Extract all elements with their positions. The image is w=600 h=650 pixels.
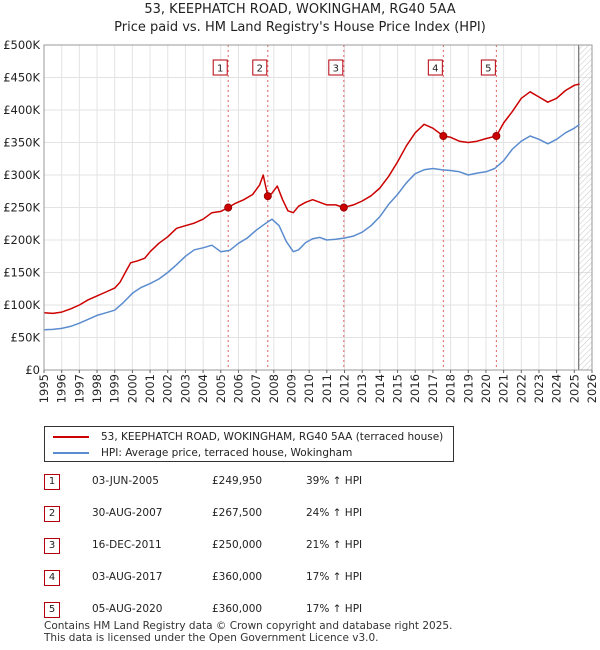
sale-badge: 3 [44,538,60,554]
sale-point [339,203,348,212]
sale-price: £360,000 [212,603,263,615]
sale-price: £360,000 [212,571,263,583]
x-tick-label: 2003 [178,374,192,403]
y-tick-label: £250K [3,201,40,215]
x-tick-label: 2008 [267,374,281,403]
sale-label-box [427,59,443,76]
x-tick-label: 1997 [72,374,86,403]
y-tick-label: £100K [3,298,40,312]
legend-item-hpi: HPI: Average price, terraced house, Woki… [53,445,352,461]
x-tick-label: 2017 [426,374,440,403]
x-tick-label: 2016 [408,374,422,403]
x-tick-label: 2023 [532,374,546,403]
legend-swatch-hpi [53,452,89,454]
sale-label: 5 [485,64,491,75]
x-tick-label: 1996 [55,374,69,403]
x-tick-label: 2014 [373,374,387,403]
y-tick-label: £50K [11,331,41,345]
y-tick-label: £450K [3,71,40,85]
sale-badge: 1 [44,474,60,490]
y-tick-label: £350K [3,136,40,150]
sale-badge: 2 [44,506,60,522]
legend-label-hpi: HPI: Average price, terraced house, Woki… [101,447,353,459]
x-tick-label: 2009 [284,374,298,403]
x-tick-label: 2019 [461,374,475,403]
sale-label: 1 [217,64,223,75]
sale-hpi: 39% ↑ HPI [306,475,363,487]
sale-price: £250,000 [212,539,263,551]
sale-price: £267,500 [212,507,263,519]
sale-label: 4 [432,64,438,75]
sale-badge: 5 [44,602,60,618]
y-tick-label: £0 [25,363,40,377]
y-tick-label: £150K [3,266,40,280]
footer-copyright: Contains HM Land Registry data © Crown c… [44,620,453,632]
sale-label: 3 [333,64,339,75]
footer: Contains HM Land Registry data © Crown c… [44,620,452,644]
sale-date: 05-AUG-2020 [92,603,163,615]
x-tick-label: 2011 [320,374,334,403]
sale-hpi: 24% ↑ HPI [306,507,363,519]
legend-item-property: 53, KEEPHATCH ROAD, WOKINGHAM, RG40 5AA … [53,429,443,445]
x-tick-label: 2000 [125,374,139,403]
x-tick-label: 1999 [108,374,122,403]
sale-point [224,203,233,212]
x-tick-label: 2022 [514,374,528,403]
legend-swatch-property [53,436,89,438]
x-tick-label: 2015 [391,374,405,403]
y-tick-label: £400K [3,103,40,117]
x-tick-label: 2013 [355,374,369,403]
footer-licence: This data is licensed under the Open Gov… [44,632,379,644]
x-tick-label: 2020 [479,374,493,403]
property-series-line [43,83,580,315]
sale-label-box [212,59,228,76]
x-tick-label: 2006 [231,374,245,403]
x-tick-label: 2021 [497,374,511,403]
x-tick-label: 2002 [161,374,175,403]
legend: 53, KEEPHATCH ROAD, WOKINGHAM, RG40 5AA … [44,426,454,462]
sale-label-box [328,59,344,76]
x-tick-label: 1995 [37,374,51,403]
x-tick-label: 2012 [338,374,352,403]
x-tick-label: 2010 [302,374,316,403]
sale-price: £249,950 [212,475,263,487]
sale-badge: 4 [44,570,60,586]
plot-frame [43,44,593,371]
sale-label: 2 [257,64,263,75]
forecast-hatch [578,45,592,370]
sale-point [263,192,272,201]
x-tick-label: 2024 [550,374,564,403]
sale-date: 03-AUG-2017 [92,571,163,583]
price-chart: 1 2 3 4 5 £0 £50K £100K £150K £200K £250K £300K £35… [3,38,599,403]
sale-hpi: 17% ↑ HPI [306,603,363,615]
hpi-series-line [43,123,581,331]
legend-label-property: 53, KEEPHATCH ROAD, WOKINGHAM, RG40 5AA … [101,431,444,443]
y-tick-label: £300K [3,168,40,182]
sale-label-box [252,59,268,76]
x-tick-label: 2026 [585,374,599,403]
chart-subtitle: Price paid vs. HM Land Registry's House … [114,20,486,35]
x-tick-label: 2004 [196,374,210,403]
chart-title: 53, KEEPHATCH ROAD, WOKINGHAM, RG40 5AA [144,2,456,17]
x-tick-label: 2018 [444,374,458,403]
sale-date: 16-DEC-2011 [92,539,162,551]
x-tick-label: 2025 [567,374,581,403]
sale-point [492,131,501,140]
sale-hpi: 21% ↑ HPI [306,539,363,551]
sale-date: 03-JUN-2005 [92,475,159,487]
y-tick-label: £200K [3,233,40,247]
x-tick-label: 2007 [249,374,263,403]
sale-date: 30-AUG-2007 [92,507,163,519]
x-tick-label: 2001 [143,374,157,403]
x-tick-label: 2005 [214,374,228,403]
sale-point [439,131,448,140]
x-tick-label: 1998 [90,374,104,403]
sale-hpi: 17% ↑ HPI [306,571,363,583]
sale-label-box [480,59,496,76]
y-tick-label: £500K [3,38,40,52]
